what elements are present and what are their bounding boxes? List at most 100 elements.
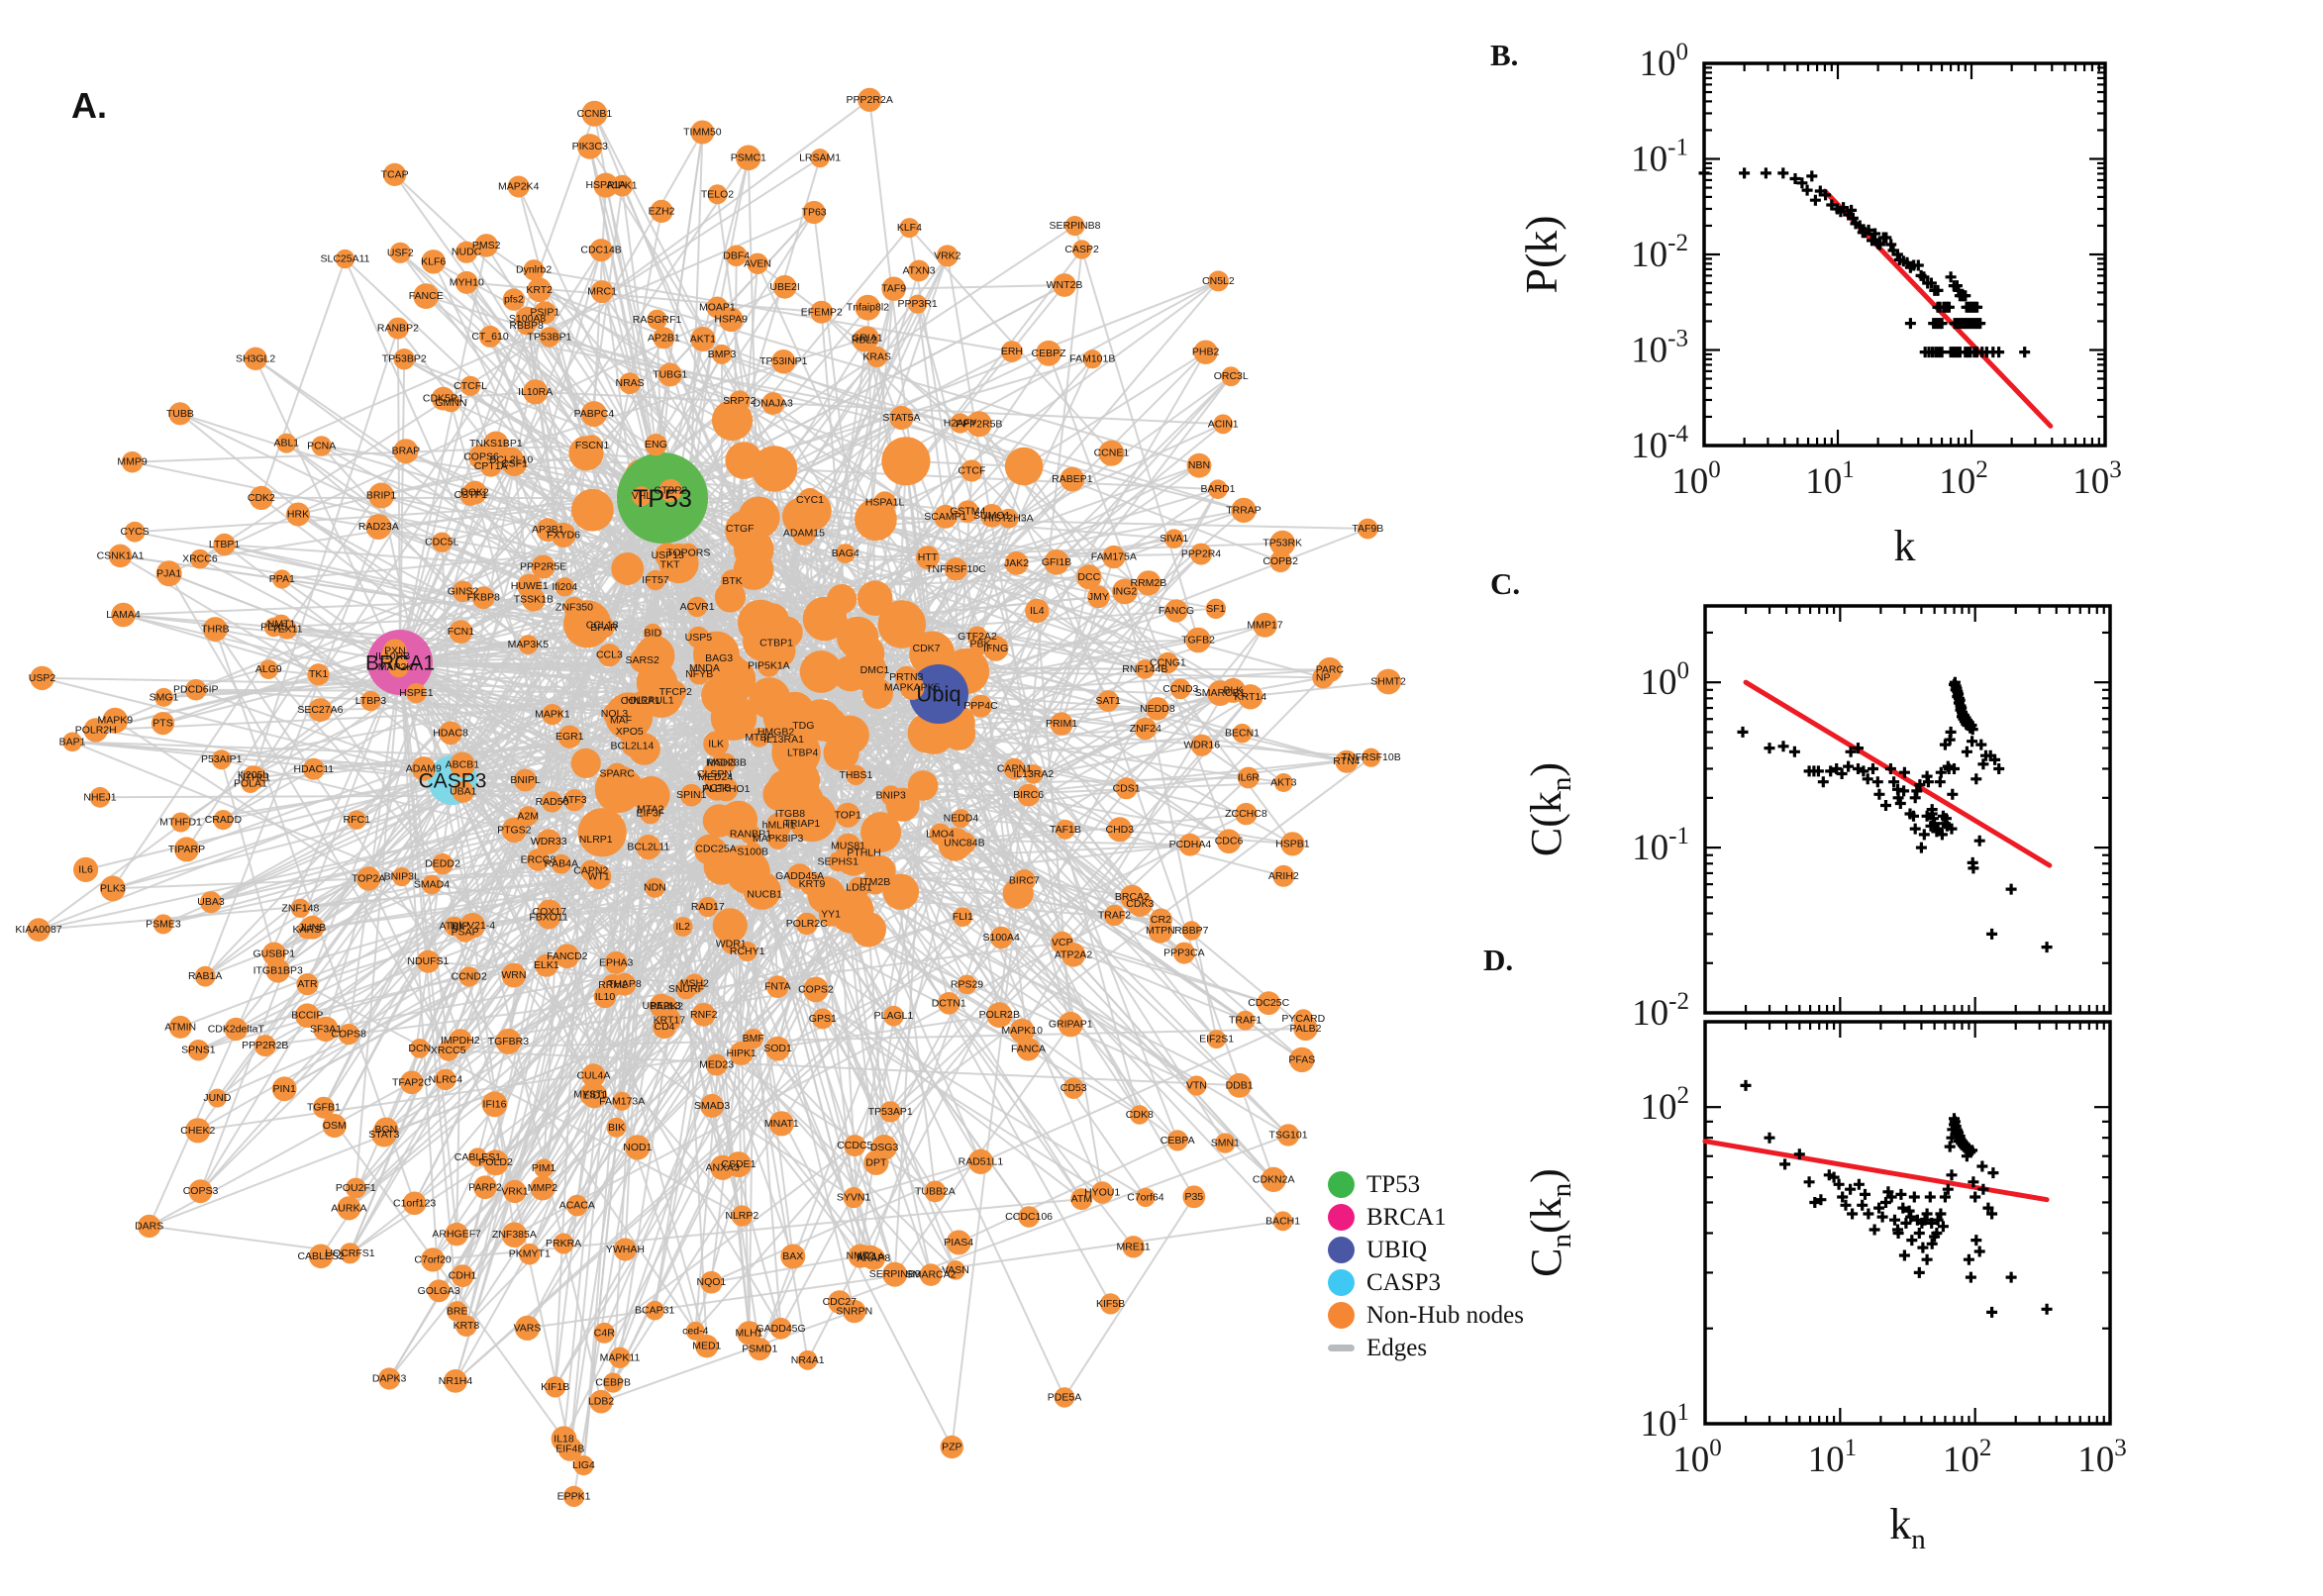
legend-item-tp53: TP53 (1328, 1168, 1585, 1201)
gene-label: CCNG1 (1150, 657, 1186, 669)
gene-label: SUMO1 (973, 510, 1011, 522)
network-node (295, 1003, 320, 1028)
gene-label: SNURF (668, 983, 704, 995)
gene-label: PDE5A (1048, 1391, 1081, 1403)
gene-label: BAX (782, 1250, 803, 1262)
y-axis-title: C(kn) (1522, 762, 1577, 856)
network-node (606, 1117, 627, 1138)
gene-label: KIF5B (1096, 1298, 1125, 1310)
network-node (725, 1151, 752, 1178)
gene-label: SCAMP1 (924, 511, 966, 523)
gene-label: CDK3 (1126, 898, 1154, 910)
gene-label: CEBPA (1161, 1135, 1195, 1147)
network-node (951, 809, 970, 829)
gene-label: P53AIP1 (201, 753, 243, 765)
network-node (454, 922, 475, 943)
gene-label: IL4 (1030, 605, 1045, 617)
network-node (545, 1376, 566, 1398)
network-node (758, 653, 780, 677)
gene-label: ERCC8 (521, 854, 556, 866)
network-node (969, 694, 992, 718)
gene-label: PALB2 (1290, 1023, 1322, 1035)
gene-label: PIM1 (532, 1162, 556, 1174)
legend-item-brca1: BRCA1 (1328, 1201, 1585, 1234)
network-node (448, 1029, 472, 1052)
network-node (1003, 757, 1026, 780)
gene-label: CDK2deltaT (208, 1024, 265, 1036)
gene-label: GSTM4 (950, 506, 985, 518)
network-node (844, 1135, 866, 1157)
network-node (185, 678, 207, 701)
y-tick-label: 10-3 (1631, 326, 1688, 371)
gene-label: IMPDH2 (441, 1035, 480, 1047)
gene-label: TOP1 (835, 809, 861, 821)
network-node (711, 752, 732, 773)
gene-label: TIPARP (168, 844, 205, 855)
gene-label: MTA2 (637, 803, 663, 815)
gene-label: PIAS4 (944, 1237, 973, 1248)
gene-label: PSIP1 (530, 307, 559, 319)
gene-label: DARS (135, 1220, 163, 1232)
network-node (503, 1179, 527, 1204)
gene-label: NMT1 (267, 619, 296, 631)
network-node (1050, 712, 1073, 736)
x-tick-label: 103 (2077, 1435, 2127, 1480)
gene-label: LAMA4 (106, 609, 141, 621)
network-node (766, 828, 789, 849)
network-node (731, 1205, 753, 1227)
network-node (612, 1091, 632, 1111)
gene-label: UBA3 (197, 896, 225, 908)
network-node (1044, 549, 1069, 575)
hub-label-tp53: TP53 (633, 485, 692, 513)
network-node (580, 859, 602, 882)
network-node (690, 120, 715, 145)
network-node (625, 1135, 651, 1160)
network-node (439, 721, 462, 746)
network-node (1163, 529, 1184, 549)
network-node (1238, 684, 1263, 710)
gene-label: BNIPL (510, 774, 541, 786)
network-node (657, 1008, 681, 1033)
network-node (409, 1039, 430, 1058)
network-node (190, 549, 210, 569)
gene-label: MAPK11 (600, 1351, 641, 1363)
network-node (589, 239, 613, 262)
gene-label: TP53AP1 (868, 1106, 913, 1118)
gene-label: PYCARD (1281, 1013, 1325, 1025)
network-node (138, 1214, 161, 1239)
network-node (308, 698, 333, 723)
network-node (482, 1149, 509, 1176)
network-node (658, 478, 682, 503)
gene-label: CDC27 (823, 1296, 858, 1308)
network-node (479, 325, 501, 348)
gene-label: UBE2I (769, 281, 799, 293)
network-node (1269, 530, 1296, 556)
gene-label: IL13RA2 (1013, 768, 1054, 780)
network-node (593, 617, 615, 639)
gene-label: KRAS (862, 351, 891, 363)
network-node (271, 614, 291, 635)
network-node (207, 1088, 227, 1108)
scatter-points (1698, 167, 2031, 358)
gene-label: BIRC7 (1009, 874, 1040, 886)
gene-label: TOPORS (666, 548, 710, 559)
gene-label: NTHL1 (238, 772, 270, 784)
gene-label: AKT3 (1270, 777, 1296, 789)
gene-label: ZNF24 (1130, 723, 1162, 735)
x-tick-label: 102 (1939, 456, 1988, 502)
gene-label: GUSBP1 (252, 948, 295, 959)
gene-label: NEDD4 (944, 813, 979, 825)
gene-label: IFNG (983, 643, 1008, 654)
network-node (989, 926, 1013, 949)
gene-label: NEDD8 (1140, 703, 1175, 715)
gene-label: KARS (293, 924, 322, 936)
gene-label: LMO4 (926, 829, 955, 841)
gene-label: PFAS (1288, 1053, 1315, 1065)
gene-label: S100B (737, 846, 768, 857)
gene-label: MAPK1 (535, 709, 570, 721)
network-node (604, 950, 628, 974)
network-node (445, 1222, 469, 1247)
gene-label: CUL4A (576, 1069, 610, 1081)
network-node (194, 965, 216, 987)
gene-label: MAPKAPK5 (884, 682, 941, 694)
